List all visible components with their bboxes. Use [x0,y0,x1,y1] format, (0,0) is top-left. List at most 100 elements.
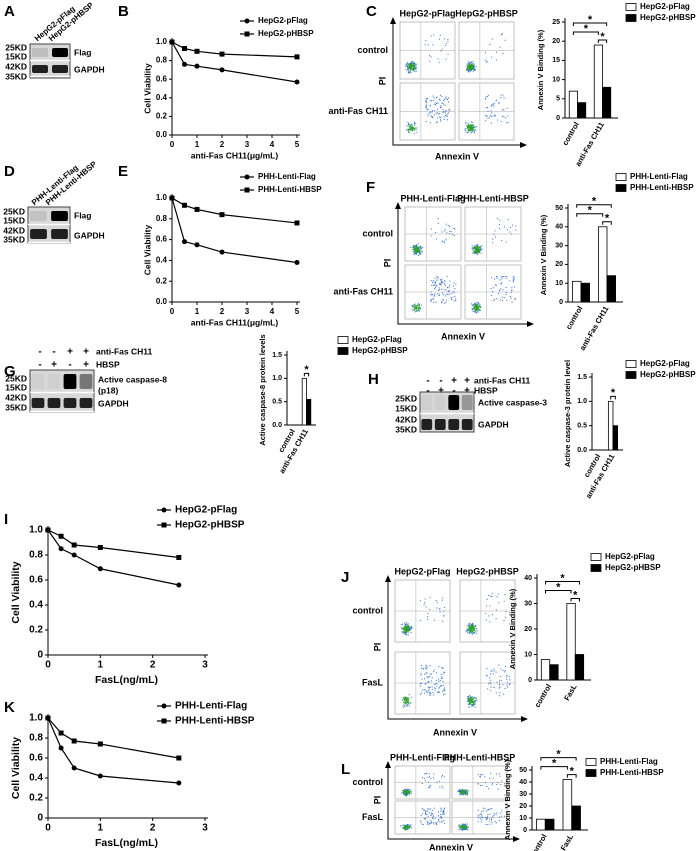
y-tick-label: 40 [524,575,532,582]
flow-dot [496,784,497,785]
y-tick-label: 0 [523,827,527,834]
flow-dot [471,303,472,304]
flow-dot [437,692,438,693]
flow-row-label: control [363,228,394,238]
flow-dot [471,127,472,128]
blot-band [435,419,446,430]
flow-dot [438,815,439,816]
bar [572,281,581,302]
flow-dot [411,627,412,628]
flow-dot [415,309,416,310]
flow-dot [488,595,489,596]
marker [72,543,77,548]
y-axis-label: Cell Viability [10,737,22,799]
flow-dot [474,70,475,71]
flow-dot [460,790,461,791]
flow-dot [423,668,424,669]
flow-dot [421,248,422,249]
arrowhead [390,17,396,24]
flow-dot [475,701,476,702]
flow-dot [474,628,475,629]
flow-dot [407,828,408,829]
flow-dot [431,674,432,675]
flow-dot [475,707,476,708]
flow-column-title: HepG2-pFlag [394,566,450,576]
blot-band [421,419,432,430]
y-axis-label: Annexin V Binding (%) [536,29,545,110]
flow-dot [504,97,505,98]
flow-dot [468,67,469,68]
flow-dot [414,250,415,251]
flow-dot [469,695,470,696]
panel-letter: K [4,699,15,716]
flow-dot [403,707,404,708]
series-line [172,42,297,82]
arrowhead [385,575,391,582]
y-tick-label: 1.0 [272,375,282,382]
flow-dot [442,281,443,282]
flow-dot [402,825,403,826]
flow-dot [442,821,443,822]
flow-dot [443,289,444,290]
flow-dot [427,616,428,617]
flow-dot [437,97,438,98]
flow-dot [446,59,447,60]
flow-dot [439,787,440,788]
flow-dot [471,132,472,133]
flow-dot [473,248,474,249]
blot-band [435,395,446,410]
flow-dot [491,105,492,106]
flow-dot [465,823,466,824]
flow-dot [472,250,473,251]
flow-dot [485,782,486,783]
flow-dot [453,283,454,284]
flow-dot [470,126,471,127]
flow-dot [481,821,482,822]
flow-dot [432,110,433,111]
flow-dot [470,701,471,702]
flow-dot [442,103,443,104]
flow-dot [439,692,440,693]
flow-dot [473,624,474,625]
blot-band [32,374,45,389]
flow-dot [472,66,473,67]
flow-dot [500,299,501,300]
bar [541,660,549,680]
flow-dot [469,625,470,626]
x-tick-label: 0 [45,660,51,671]
flow-dot [416,65,417,66]
flow-dot [410,247,411,248]
flow-dot [501,283,502,284]
flow-dot [496,59,497,60]
flow-dot [408,634,409,635]
bar [607,276,616,302]
flow-dot [411,127,412,128]
flow-dot [428,782,429,783]
flow-dot [513,278,514,279]
legend-swatch [591,554,601,561]
flow-dot [496,672,497,673]
condition-sign: - [68,360,71,371]
flow-dot [468,126,469,127]
flow-dot [442,787,443,788]
flow-dot [442,681,443,682]
flow-dot [503,276,504,277]
flow-dot [444,230,445,231]
flow-dot [476,305,477,306]
flow-dot [463,827,464,828]
flow-dot [440,280,441,281]
flow-dot [466,789,467,790]
condition-sign: - [452,386,455,397]
flow-dot [496,822,497,823]
flow-dot [470,630,471,631]
flow-dot [406,793,407,794]
flow-dot [420,674,421,675]
flow-dot [437,277,438,278]
flow-dot [486,619,487,620]
x-tick-label: 3 [245,307,250,316]
flow-dot [505,670,506,671]
flow-dot [426,672,427,673]
flow-dot [467,824,468,825]
flow-dot [469,700,470,701]
